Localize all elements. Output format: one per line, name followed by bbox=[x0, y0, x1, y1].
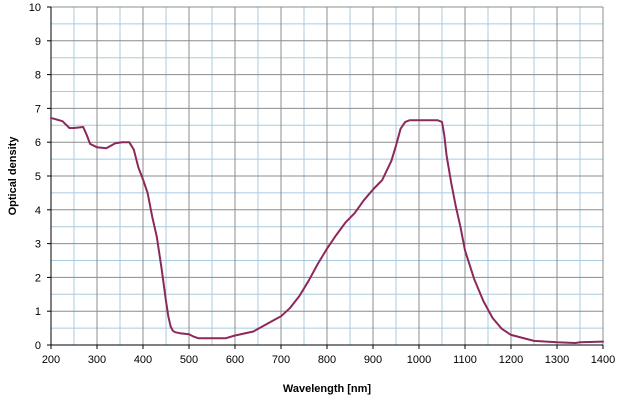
x-axis-title: Wavelength [nm] bbox=[283, 383, 372, 395]
y-axis-tick-labels: 0 1 2 3 4 5 6 7 8 9 10 bbox=[29, 2, 41, 352]
x-tick-label: 700 bbox=[272, 354, 290, 366]
x-tick-label: 400 bbox=[134, 354, 152, 366]
series-layer bbox=[50, 116, 604, 344]
x-tick-label: 500 bbox=[180, 354, 198, 366]
x-tick-label: 600 bbox=[226, 354, 244, 366]
y-tick-label: 0 bbox=[35, 340, 41, 352]
y-tick-label: 10 bbox=[29, 2, 41, 14]
y-tick-label: 8 bbox=[35, 70, 41, 82]
plot-frame bbox=[47, 6, 604, 349]
y-tick-label: 9 bbox=[35, 36, 41, 48]
x-tick-label: 800 bbox=[318, 354, 336, 366]
x-axis-tick-labels: 200 300 400 500 600 700 800 900 1000 1100 1200 1300… bbox=[42, 354, 615, 366]
y-tick-label: 5 bbox=[35, 171, 41, 183]
y-tick-label: 2 bbox=[35, 272, 41, 284]
x-tick-label: 1200 bbox=[499, 354, 523, 366]
x-tick-label: 1000 bbox=[407, 354, 431, 366]
series-line bbox=[50, 116, 604, 344]
x-tick-label: 900 bbox=[364, 354, 382, 366]
y-tick-label: 7 bbox=[35, 103, 41, 115]
x-tick-label: 1400 bbox=[591, 354, 615, 366]
y-tick-label: 4 bbox=[35, 205, 41, 217]
y-tick-label: 6 bbox=[35, 137, 41, 149]
x-tick-label: 300 bbox=[88, 354, 106, 366]
y-tick-label: 3 bbox=[35, 239, 41, 251]
x-tick-label: 1300 bbox=[545, 354, 569, 366]
y-axis-title: Optical density bbox=[7, 136, 19, 216]
x-tick-label: 1100 bbox=[453, 354, 477, 366]
x-tick-label: 200 bbox=[42, 354, 60, 366]
y-tick-label: 1 bbox=[35, 306, 41, 318]
